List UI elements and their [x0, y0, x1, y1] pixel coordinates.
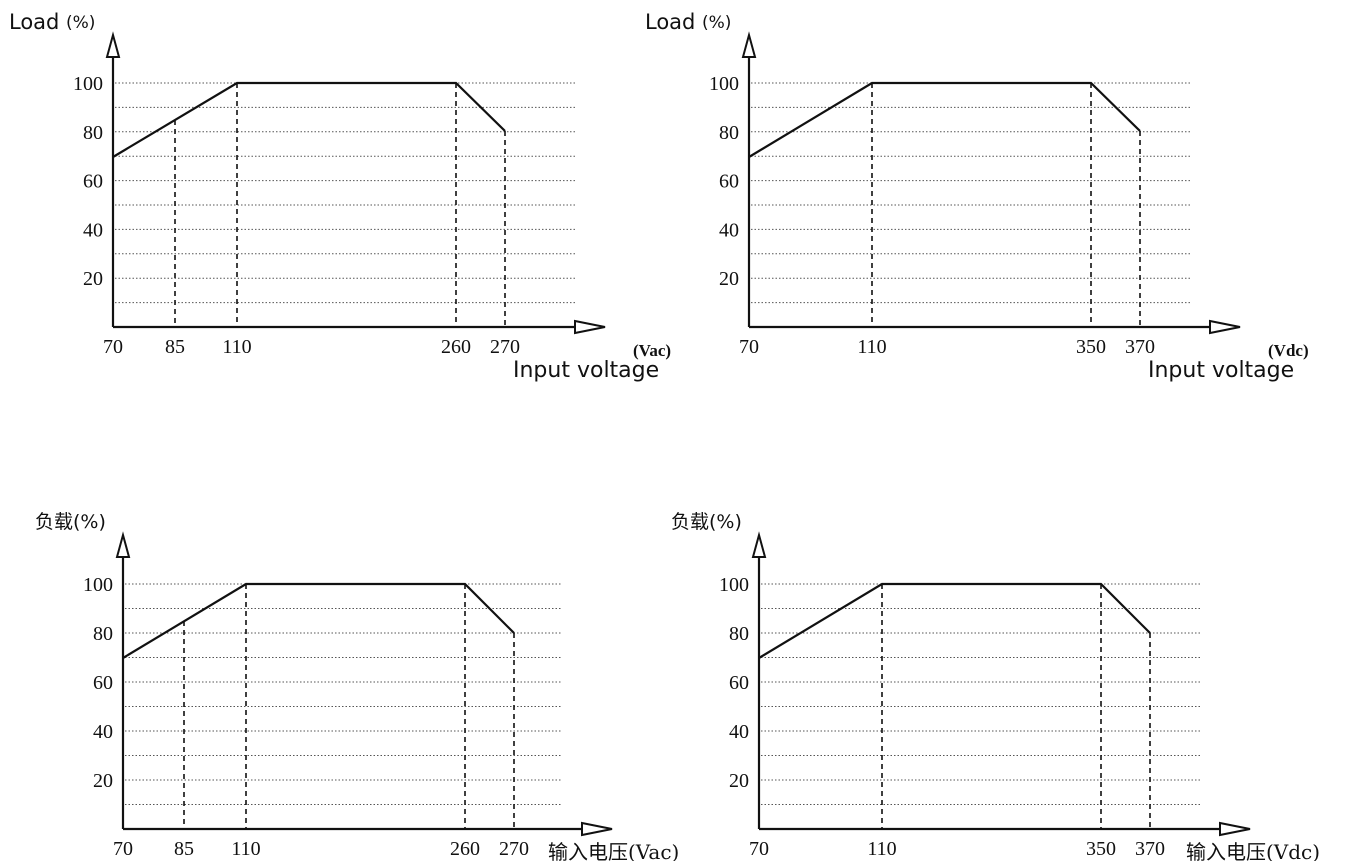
y-tick-label: 40	[729, 721, 749, 743]
derating-chart-3: 100 80 60 40 20 70 85 110 260 270 负载(%) 输入电压(Vac)	[35, 511, 679, 861]
derating-chart-4: 100 80 60 40 20 70 110 350 370 负载(%) 输入电压(Vdc)	[671, 511, 1320, 861]
x-tick-label: 70	[749, 838, 769, 860]
y-tick-label: 20	[729, 770, 749, 792]
y-axis-title: Load	[645, 10, 695, 34]
x-axis-title: Input voltage	[1148, 358, 1294, 383]
y-tick-label: 40	[719, 219, 739, 241]
x-tick-label: 110	[231, 838, 260, 860]
x-axis-arrow	[1219, 821, 1251, 837]
y-axis-title: Load	[9, 10, 59, 34]
y-tick-label: 60	[93, 672, 113, 694]
y-axis-unit: (%)	[702, 13, 731, 33]
y-tick-label: 40	[83, 219, 103, 241]
y-axis-arrow	[751, 531, 767, 558]
y-tick-label: 80	[729, 623, 749, 645]
y-tick-label: 60	[83, 171, 103, 193]
y-axis-arrow	[105, 31, 121, 58]
x-axis-arrow	[1209, 319, 1241, 335]
y-tick-label: 100	[719, 574, 749, 596]
x-axis-title: 输入电压(Vdc)	[1186, 840, 1320, 861]
x-tick-label: 110	[222, 336, 251, 358]
x-tick-label: 350	[1076, 336, 1106, 358]
derating-curve	[122, 582, 515, 659]
x-tick-label: 85	[165, 336, 185, 358]
x-tick-label: 270	[490, 336, 520, 358]
x-axis-title: Input voltage	[513, 358, 659, 383]
derating-curve	[748, 81, 1141, 158]
y-axis-unit: (%)	[66, 13, 95, 33]
x-tick-label: 270	[499, 838, 529, 860]
y-tick-label: 80	[719, 122, 739, 144]
x-tick-label: 85	[174, 838, 194, 860]
derating-chart-2: 100 80 60 40 20 70 110 350 370 Load (%) (Vdc)Input …	[645, 10, 1309, 383]
x-tick-label: 260	[450, 838, 480, 860]
y-tick-label: 20	[93, 770, 113, 792]
x-tick-label: 260	[441, 336, 471, 358]
x-tick-label: 110	[867, 838, 896, 860]
derating-curve	[112, 81, 506, 158]
y-axis-arrow	[115, 531, 131, 558]
x-tick-label: 350	[1086, 838, 1116, 860]
x-tick-label: 370	[1125, 336, 1155, 358]
x-axis-arrow	[581, 821, 613, 837]
y-tick-label: 100	[83, 574, 113, 596]
y-tick-label: 20	[83, 268, 103, 290]
y-axis-title: 负载(%)	[671, 511, 742, 533]
x-tick-label: 70	[113, 838, 133, 860]
x-tick-label: 70	[739, 336, 759, 358]
x-axis-arrow	[574, 319, 606, 335]
y-tick-label: 80	[93, 623, 113, 645]
x-tick-label: 70	[103, 336, 123, 358]
x-tick-label: 370	[1135, 838, 1165, 860]
x-axis-title: 输入电压(Vac)	[548, 840, 679, 861]
y-tick-label: 60	[729, 672, 749, 694]
derating-curve	[758, 582, 1151, 659]
y-axis-title: 负载(%)	[35, 511, 106, 533]
x-tick-label: 110	[857, 336, 886, 358]
y-tick-label: 60	[719, 171, 739, 193]
y-tick-label: 100	[73, 73, 103, 95]
y-tick-label: 80	[83, 122, 103, 144]
derating-chart-1: 100 80 60 40 20 70 85 110 260 270 Load (%) (Vac)Inpu…	[9, 10, 671, 383]
y-tick-label: 100	[709, 73, 739, 95]
y-axis-arrow	[741, 31, 757, 58]
y-tick-label: 40	[93, 721, 113, 743]
x-axis-unit: (Vdc)	[1268, 341, 1309, 360]
x-axis-unit: (Vac)	[633, 341, 671, 360]
y-tick-label: 20	[719, 268, 739, 290]
